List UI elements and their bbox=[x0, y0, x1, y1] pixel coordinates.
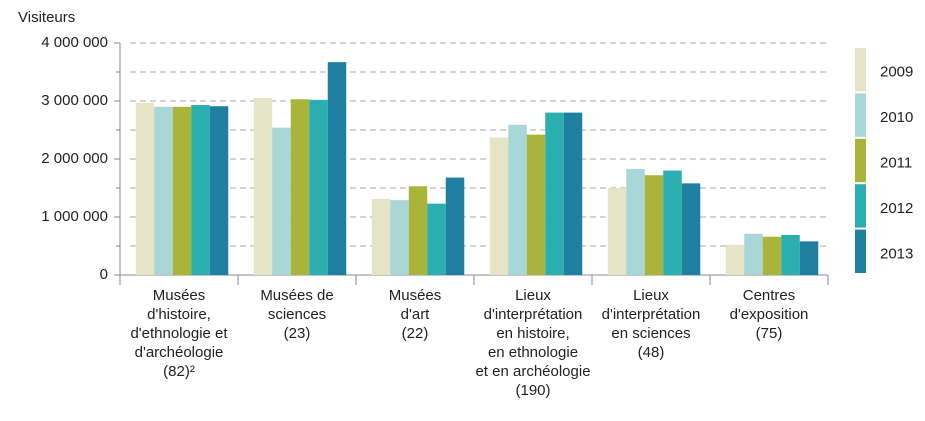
x-tick-label: Lieux d'interprétation en sciences (48) bbox=[601, 287, 701, 361]
bar bbox=[644, 175, 664, 275]
bar bbox=[799, 241, 819, 275]
x-tick-label: Musées de sciences (23) bbox=[260, 287, 334, 342]
bar bbox=[209, 106, 229, 275]
legend-label: 2013 bbox=[880, 245, 913, 262]
y-tick-label: 0 bbox=[100, 266, 108, 283]
bar bbox=[508, 124, 527, 275]
bar bbox=[191, 105, 210, 275]
bar bbox=[253, 98, 273, 275]
bar bbox=[371, 199, 391, 275]
bar bbox=[445, 177, 465, 275]
bar bbox=[725, 244, 745, 275]
bar bbox=[309, 99, 328, 275]
bar bbox=[744, 233, 763, 275]
x-tick-label: Lieux d'interprétation en histoire, en e… bbox=[475, 287, 591, 399]
legend-label: 2012 bbox=[880, 200, 913, 217]
bar bbox=[489, 137, 509, 275]
bar bbox=[408, 186, 428, 275]
bar bbox=[762, 236, 782, 275]
bar bbox=[390, 200, 409, 275]
y-tick-label: 4 000 000 bbox=[41, 34, 108, 51]
x-tick-label: Musées d'art (22) bbox=[388, 287, 442, 342]
bar bbox=[663, 170, 682, 275]
bar bbox=[290, 99, 310, 275]
bar bbox=[781, 234, 800, 275]
legend-label: 2010 bbox=[880, 109, 913, 126]
y-tick-label: 3 000 000 bbox=[41, 92, 108, 109]
x-tick-label: Musées d'histoire, d'ethnologie et d'arc… bbox=[130, 287, 228, 380]
legend-swatch bbox=[855, 48, 866, 92]
bar bbox=[327, 62, 347, 275]
y-axis-label: Visiteurs bbox=[18, 9, 75, 26]
legend-label: 2009 bbox=[880, 64, 913, 81]
legend-swatch bbox=[855, 229, 866, 273]
bar bbox=[626, 168, 645, 275]
legend-swatch bbox=[855, 93, 866, 137]
bar bbox=[272, 127, 291, 276]
bar bbox=[545, 112, 564, 275]
bar bbox=[427, 203, 446, 275]
legend-swatch bbox=[855, 138, 866, 183]
bar bbox=[526, 134, 546, 275]
y-tick-label: 2 000 000 bbox=[41, 150, 108, 167]
y-tick-label: 1 000 000 bbox=[41, 208, 108, 225]
legend-swatch bbox=[855, 184, 866, 228]
bar bbox=[607, 188, 627, 275]
bar bbox=[563, 112, 583, 275]
bar bbox=[154, 106, 173, 275]
legend-label: 2011 bbox=[880, 154, 912, 171]
bar bbox=[135, 102, 155, 276]
x-tick-label: Centres d'exposition (75) bbox=[729, 287, 809, 342]
bar bbox=[172, 106, 192, 275]
bar bbox=[681, 183, 701, 275]
